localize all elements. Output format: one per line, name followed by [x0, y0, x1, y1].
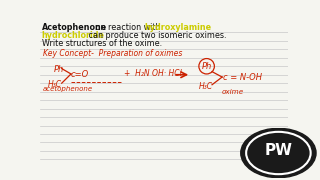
Text: hydrochloride: hydrochloride	[42, 31, 105, 40]
Text: Ph: Ph	[54, 65, 64, 74]
Text: Write structures of the oxime.: Write structures of the oxime.	[42, 39, 162, 48]
Text: PW: PW	[264, 143, 292, 158]
Text: acetophenone: acetophenone	[43, 86, 93, 92]
Text: c = N-OH: c = N-OH	[223, 73, 262, 82]
Text: Ph: Ph	[202, 62, 212, 71]
Text: +  H₂N OH· HCl: + H₂N OH· HCl	[124, 69, 181, 78]
Text: oxime: oxime	[222, 89, 244, 95]
Text: on reaction with: on reaction with	[93, 23, 163, 32]
Text: Key Concept-  Preparation of oximes: Key Concept- Preparation of oximes	[43, 49, 182, 58]
Text: H₃C: H₃C	[48, 80, 62, 89]
Text: H₃C: H₃C	[199, 82, 213, 91]
Text: c=O: c=O	[71, 70, 89, 79]
Circle shape	[241, 128, 316, 178]
Text: Acetophenone: Acetophenone	[42, 23, 107, 32]
Text: hydroxylamine: hydroxylamine	[145, 23, 212, 32]
Text: can produce two isomeric oximes.: can produce two isomeric oximes.	[86, 31, 227, 40]
